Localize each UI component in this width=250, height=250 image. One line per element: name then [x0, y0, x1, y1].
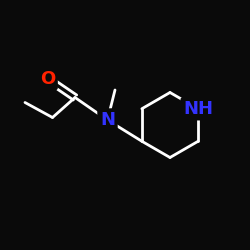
- Text: NH: NH: [183, 100, 213, 118]
- Text: O: O: [40, 70, 55, 88]
- Text: N: N: [100, 111, 115, 129]
